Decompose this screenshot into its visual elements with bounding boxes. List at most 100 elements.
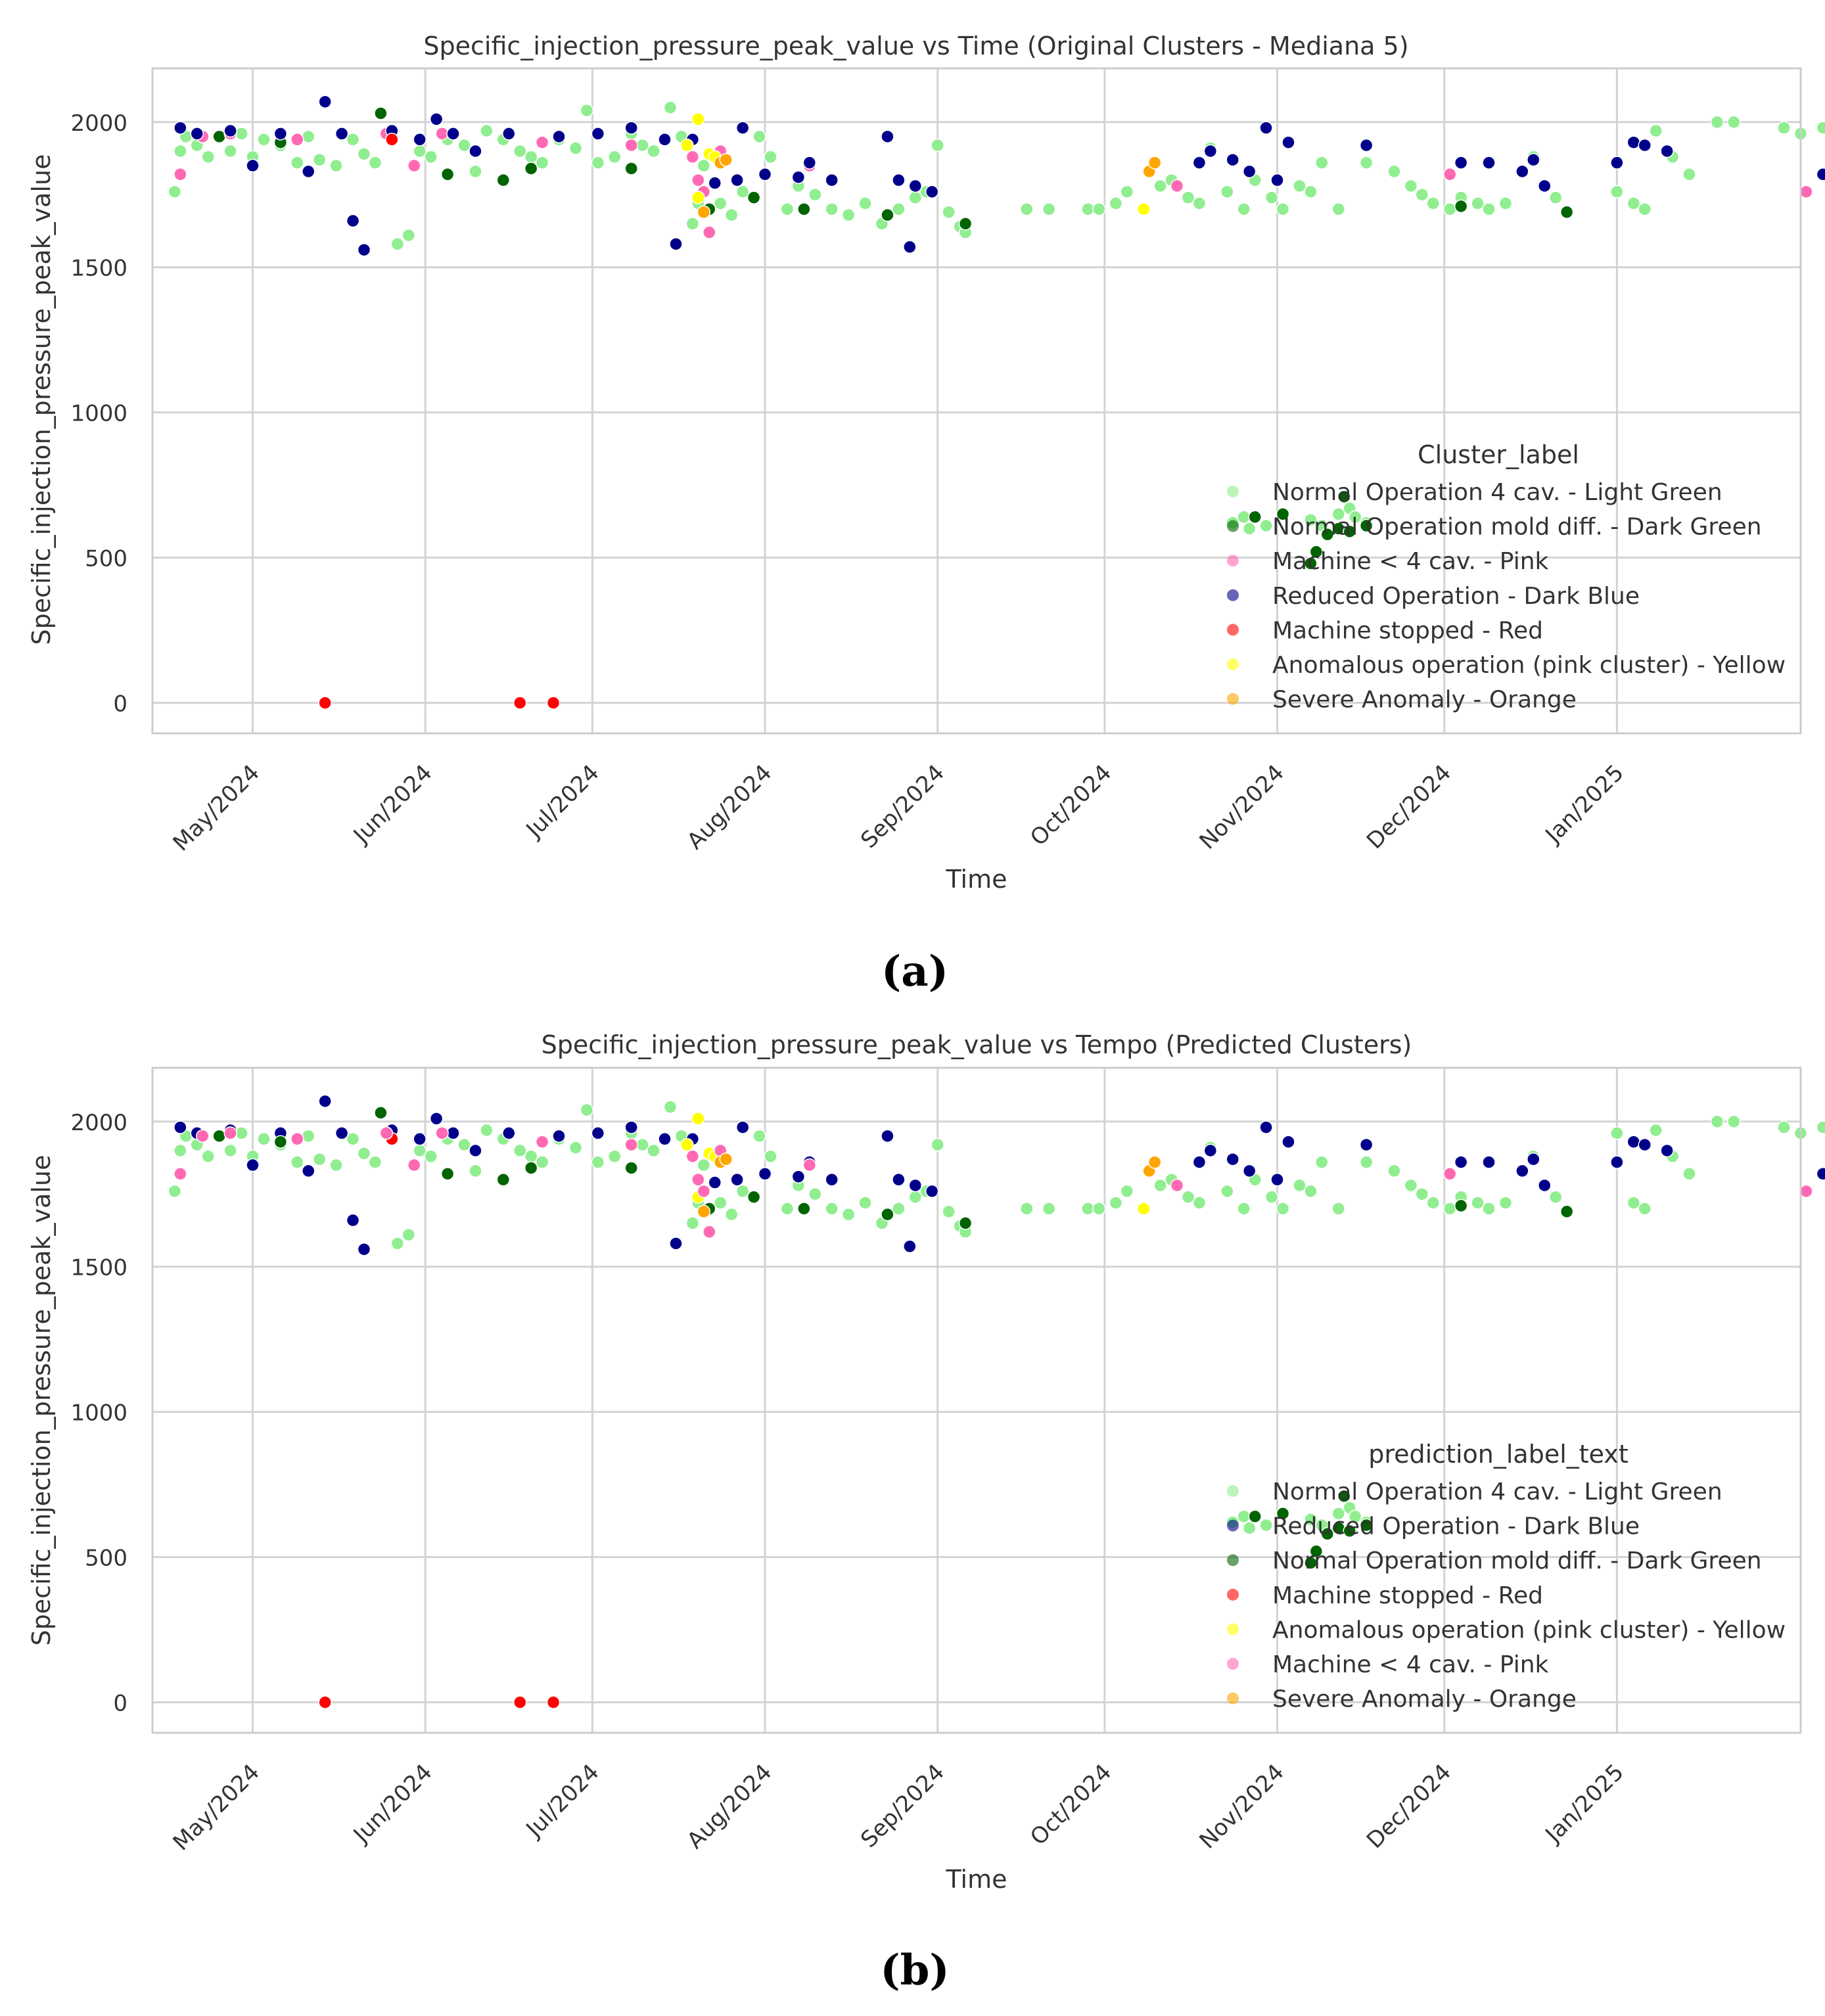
data-point: [680, 138, 694, 152]
data-point: [1120, 1184, 1134, 1199]
data-point: [691, 112, 705, 126]
data-point: [1226, 152, 1240, 167]
legend-label: Normal Operation mold diff. - Dark Green: [1272, 514, 1762, 541]
data-point: [1242, 1164, 1257, 1178]
data-point: [1081, 1202, 1095, 1216]
legend-marker: [1227, 589, 1239, 601]
data-point: [752, 129, 766, 144]
data-point: [546, 696, 561, 710]
data-point: [440, 1167, 455, 1181]
data-point: [1638, 138, 1652, 152]
data-point: [730, 173, 744, 187]
data-point: [1348, 1509, 1362, 1524]
caption-a: (a): [881, 947, 948, 996]
data-point: [1081, 202, 1095, 216]
data-point: [318, 1695, 332, 1709]
data-point: [1170, 179, 1184, 193]
data-point: [290, 156, 304, 170]
legend-title: prediction_label_text: [1368, 1440, 1629, 1469]
data-point: [407, 1158, 421, 1172]
data-point: [1627, 1196, 1641, 1210]
data-point: [1482, 1202, 1496, 1216]
y-tick-label: 500: [85, 1546, 127, 1572]
data-point: [524, 1161, 538, 1175]
data-point: [1264, 191, 1279, 204]
series-2: [212, 1106, 1574, 1570]
data-point: [273, 1135, 288, 1149]
data-point: [1309, 1544, 1324, 1559]
data-point: [1627, 196, 1641, 210]
data-point: [1415, 187, 1429, 202]
data-point: [1304, 185, 1318, 199]
scatter-points: [168, 1094, 1825, 1709]
data-point: [1816, 168, 1825, 181]
data-point: [858, 1196, 872, 1210]
data-point: [580, 1103, 594, 1117]
data-point: [301, 164, 315, 179]
data-point: [780, 1202, 795, 1216]
data-point: [730, 1172, 744, 1187]
data-point: [1264, 1190, 1279, 1204]
data-point: [780, 202, 795, 216]
data-point: [1610, 1155, 1624, 1169]
data-point: [390, 1237, 405, 1250]
data-point: [931, 1137, 944, 1152]
data-point: [1276, 202, 1290, 216]
y-tick-label: 0: [113, 691, 127, 718]
data-point: [212, 1129, 226, 1143]
data-point: [1387, 1164, 1401, 1178]
series-4: [318, 133, 561, 710]
data-point: [235, 1126, 248, 1140]
data-point: [1348, 510, 1362, 524]
data-point: [335, 127, 349, 141]
data-point: [413, 133, 427, 147]
legend-label: Anomalous operation (pink cluster) - Yel…: [1272, 1616, 1786, 1643]
data-point: [446, 1126, 460, 1140]
chart-panel-b: Specific_injection_pressure_peak_value v…: [27, 1030, 1825, 1894]
data-point: [1710, 1114, 1724, 1129]
data-point: [246, 1158, 260, 1172]
x-axis-label: Time: [946, 1865, 1007, 1894]
data-point: [1610, 156, 1624, 170]
legend: prediction_label_text Normal Operation 4 …: [1227, 1440, 1786, 1713]
data-point: [881, 1129, 894, 1143]
data-point: [374, 106, 388, 120]
data-point: [892, 1202, 906, 1216]
data-point: [1682, 1167, 1696, 1181]
data-point: [385, 133, 399, 147]
legend: Cluster_label Normal Operation 4 cav. - L…: [1227, 440, 1786, 714]
data-point: [802, 1158, 817, 1172]
data-point: [1426, 1196, 1441, 1210]
data-point: [1270, 173, 1284, 187]
data-point: [568, 1141, 583, 1155]
data-point: [1359, 138, 1374, 152]
data-point: [1170, 1178, 1184, 1193]
data-point: [1777, 121, 1791, 135]
data-point: [201, 150, 215, 164]
data-point: [1727, 115, 1741, 129]
data-point: [1120, 185, 1134, 199]
y-tick-label: 500: [85, 546, 127, 572]
data-point: [881, 1207, 894, 1222]
data-point: [1242, 522, 1257, 536]
data-point: [735, 1120, 750, 1134]
data-point: [1426, 196, 1441, 210]
data-point: [680, 1137, 694, 1152]
data-point: [892, 1172, 906, 1187]
data-point: [758, 1167, 772, 1181]
data-point: [290, 1132, 304, 1146]
data-point: [624, 162, 638, 175]
data-point: [469, 144, 482, 158]
data-point: [697, 158, 711, 173]
data-point: [1147, 1155, 1162, 1169]
data-point: [1276, 1507, 1290, 1521]
data-point: [1649, 1123, 1663, 1137]
data-point: [223, 124, 237, 138]
data-point: [1331, 1507, 1345, 1521]
data-point: [429, 1112, 444, 1126]
data-point: [697, 1204, 711, 1219]
data-point: [1482, 1155, 1496, 1169]
data-point: [1181, 1190, 1195, 1204]
legend-label: Machine stopped - Red: [1272, 1582, 1543, 1609]
data-point: [908, 1178, 923, 1193]
